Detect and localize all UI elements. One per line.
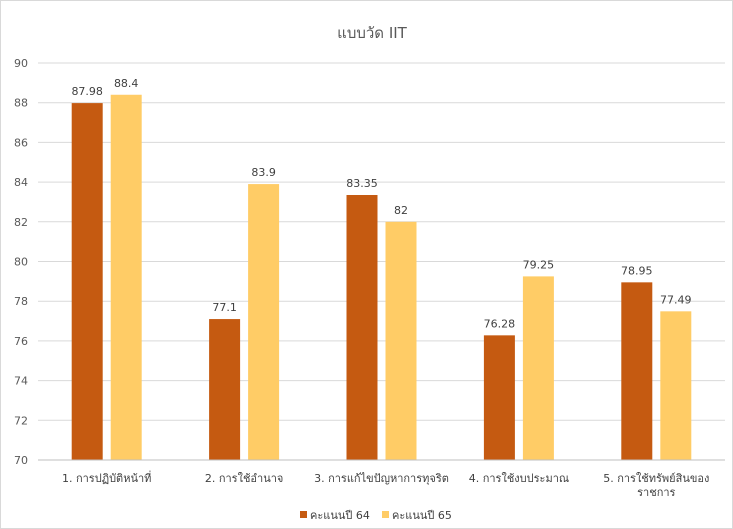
y-tick-label: 76 bbox=[14, 335, 28, 348]
bar-2-3 bbox=[385, 221, 417, 460]
y-tick-label: 80 bbox=[14, 256, 28, 269]
x-category-label: 1. การปฏิบัติหน้าที่ bbox=[62, 470, 151, 485]
data-label: 83.35 bbox=[346, 177, 378, 190]
y-tick-label: 70 bbox=[14, 454, 28, 467]
y-tick-label: 84 bbox=[14, 176, 28, 189]
data-label: 77.49 bbox=[660, 293, 692, 306]
data-label: 77.1 bbox=[212, 301, 237, 314]
bar-1-2 bbox=[209, 319, 241, 460]
y-axis: 70 72 74 76 78 80 82 84 86 88 90 bbox=[14, 57, 28, 467]
y-tick-label: 78 bbox=[14, 295, 28, 308]
x-category-label: 2. การใช้อำนาจ bbox=[205, 472, 284, 485]
y-tick-label: 90 bbox=[14, 57, 28, 70]
y-tick-label: 86 bbox=[14, 136, 28, 149]
data-label: 88.4 bbox=[114, 77, 139, 90]
x-category-label: 3. การแก้ไขปัญหาการทุจริต bbox=[314, 472, 449, 485]
x-category-label: 4. การใช้งบประมาณ bbox=[469, 472, 569, 485]
bar-2-5 bbox=[660, 311, 692, 460]
legend-label: คะแนนปี 64 bbox=[310, 509, 370, 522]
data-label: 76.28 bbox=[484, 317, 516, 330]
bar-1-4 bbox=[483, 335, 515, 460]
y-tick-label: 72 bbox=[14, 414, 28, 427]
data-label: 83.9 bbox=[251, 166, 276, 179]
data-label: 79.25 bbox=[523, 258, 555, 271]
bar-2-4 bbox=[522, 276, 554, 460]
y-tick-label: 74 bbox=[14, 375, 28, 388]
x-axis: 1. การปฏิบัติหน้าที่ 2. การใช้อำนาจ 3. การ… bbox=[38, 459, 725, 499]
y-tick-label: 82 bbox=[14, 216, 28, 229]
bar-1-1 bbox=[71, 103, 103, 461]
bar-1-5 bbox=[621, 282, 653, 460]
legend: คะแนนปี 64 คะแนนปี 65 bbox=[300, 509, 452, 522]
bar-2-1 bbox=[110, 94, 142, 460]
legend-swatch bbox=[382, 511, 389, 518]
data-label: 87.98 bbox=[71, 85, 103, 98]
legend-swatch bbox=[300, 511, 307, 518]
bar-2-2 bbox=[248, 184, 280, 460]
x-category-label: 5. การใช้ทรัพย์สินของ bbox=[603, 472, 709, 485]
data-label: 78.95 bbox=[621, 264, 653, 277]
chart-title: แบบวัด IIT bbox=[337, 24, 407, 42]
y-tick-label: 88 bbox=[14, 97, 28, 110]
bars: 87.98 88.4 77.1 83.9 83.35 82 76.28 79.25 78.95 7… bbox=[71, 77, 692, 461]
bar-1-3 bbox=[346, 195, 378, 460]
data-label: 82 bbox=[394, 204, 408, 217]
legend-label: คะแนนปี 65 bbox=[392, 509, 452, 522]
x-category-label: ราชการ bbox=[637, 486, 675, 499]
